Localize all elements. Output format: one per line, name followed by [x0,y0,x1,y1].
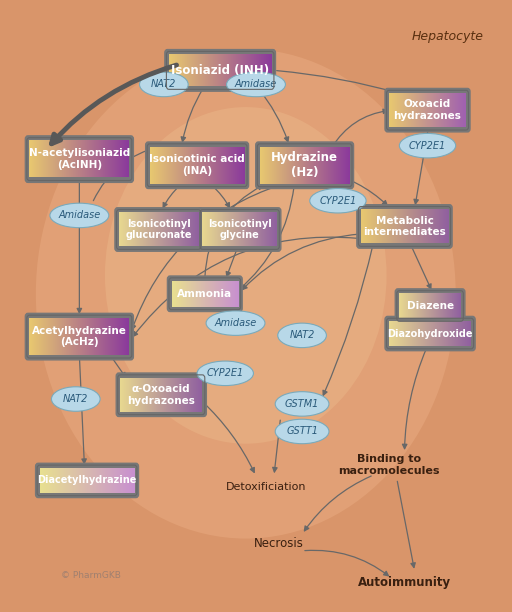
Text: Diazene: Diazene [407,301,454,311]
Text: Metabolic
intermediates: Metabolic intermediates [363,215,446,237]
Ellipse shape [139,72,188,97]
Ellipse shape [275,392,329,416]
Ellipse shape [105,107,387,444]
FancyBboxPatch shape [255,142,353,188]
Ellipse shape [310,188,366,213]
Text: © PharmGKB: © PharmGKB [61,571,121,580]
Ellipse shape [278,323,327,348]
FancyBboxPatch shape [25,136,133,182]
Text: N-acetylisoniazid
(AcINH): N-acetylisoniazid (AcINH) [29,148,130,170]
Text: Isonicotinyl
glycine: Isonicotinyl glycine [208,218,271,241]
Text: Isonicotinic acid
(INA): Isonicotinic acid (INA) [149,154,245,176]
Text: Diacetylhydrazine: Diacetylhydrazine [37,476,137,485]
Text: Amidase: Amidase [215,318,257,328]
Text: NAT2: NAT2 [289,330,315,340]
Ellipse shape [226,72,286,97]
FancyBboxPatch shape [167,276,242,312]
Text: GSTM1: GSTM1 [285,399,319,409]
Ellipse shape [275,419,329,444]
Ellipse shape [399,133,456,158]
FancyBboxPatch shape [357,204,452,248]
Text: Necrosis: Necrosis [254,537,304,550]
Text: CYP2E1: CYP2E1 [319,196,356,206]
FancyBboxPatch shape [385,89,470,132]
Text: CYP2E1: CYP2E1 [207,368,244,378]
Ellipse shape [51,387,100,411]
FancyBboxPatch shape [25,313,133,360]
FancyBboxPatch shape [199,208,281,251]
Text: CYP2E1: CYP2E1 [409,141,446,151]
Text: α-Oxoacid
hydrazones: α-Oxoacid hydrazones [127,384,195,406]
Text: Isoniazid (INH): Isoniazid (INH) [171,64,269,77]
Text: Ammonia: Ammonia [177,289,232,299]
Text: Detoxificiation: Detoxificiation [226,482,307,491]
FancyBboxPatch shape [36,463,138,498]
Ellipse shape [50,203,109,228]
Ellipse shape [197,361,253,386]
Text: GSTT1: GSTT1 [286,427,318,436]
FancyBboxPatch shape [145,142,249,188]
FancyBboxPatch shape [115,208,202,251]
Text: NAT2: NAT2 [151,80,177,89]
FancyBboxPatch shape [165,50,275,91]
Text: Diazohydroxide: Diazohydroxide [388,329,473,338]
Text: Autoimmunity: Autoimmunity [358,576,451,589]
FancyBboxPatch shape [116,373,206,417]
Text: NAT2: NAT2 [63,394,89,404]
FancyBboxPatch shape [395,289,465,323]
Text: Acetylhydrazine
(AcHz): Acetylhydrazine (AcHz) [32,326,127,348]
Text: Oxoacid
hydrazones: Oxoacid hydrazones [394,99,461,121]
Text: Isonicotinyl
glucuronate: Isonicotinyl glucuronate [125,218,192,241]
Ellipse shape [206,311,265,335]
Text: Hydrazine
(Hz): Hydrazine (Hz) [271,151,338,179]
Text: Binding to
macromolecules: Binding to macromolecules [338,454,440,476]
Text: Amidase: Amidase [235,80,277,89]
Text: Hepatocyte: Hepatocyte [412,30,484,43]
Ellipse shape [36,49,456,539]
Text: Amidase: Amidase [58,211,100,220]
FancyBboxPatch shape [385,316,475,351]
